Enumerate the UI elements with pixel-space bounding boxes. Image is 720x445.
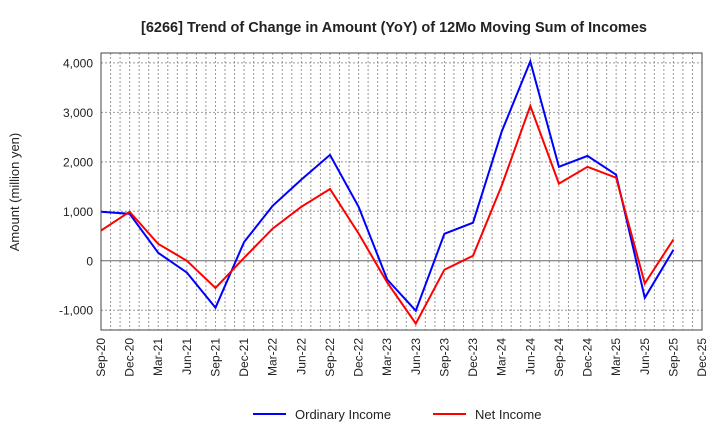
grid <box>100 53 703 330</box>
series-lines <box>100 58 675 326</box>
x-tick-label: Mar-25 <box>609 338 623 376</box>
y-tick-label: 4,000 <box>63 56 93 70</box>
y-tick-label: 2,000 <box>63 155 93 169</box>
x-tick-label: Jun-21 <box>180 338 194 375</box>
x-tick-label: Sep-21 <box>208 338 222 377</box>
x-tick-label: Jun-24 <box>523 338 537 375</box>
x-tick-label: Sep-23 <box>437 338 451 377</box>
chart-title: [6266] Trend of Change in Amount (YoY) o… <box>141 20 647 36</box>
x-tick-label: Sep-22 <box>323 338 337 377</box>
x-tick-label: Mar-22 <box>266 338 280 376</box>
x-tick-label: Jun-23 <box>409 338 423 375</box>
series-line-net-income <box>100 102 675 326</box>
x-tick-label: Sep-25 <box>666 338 680 377</box>
x-tick-label: Mar-21 <box>151 338 165 376</box>
x-tick-label: Dec-23 <box>466 338 480 377</box>
x-tick-label: Dec-25 <box>695 338 709 377</box>
x-tick-label: Jun-22 <box>294 338 308 375</box>
legend-label: Ordinary Income <box>295 407 391 422</box>
y-tick-label: 1,000 <box>63 205 93 219</box>
series-line-ordinary-income <box>100 58 675 313</box>
x-tick-label: Jun-25 <box>638 338 652 375</box>
x-ticks: Sep-20 Dec-20 Mar-21 Jun-21 Sep-21 Dec-21 Mar-… <box>94 338 709 377</box>
x-tick-label: Dec-24 <box>581 338 595 377</box>
x-tick-label: Dec-20 <box>123 338 137 377</box>
x-tick-label: Dec-22 <box>352 338 366 377</box>
x-tick-label: Sep-20 <box>94 338 108 377</box>
y-tick-label: -1,000 <box>59 304 93 318</box>
y-ticks: -1,000 0 1,000 2,000 3,000 4,000 <box>59 56 93 317</box>
plot-frame <box>100 52 703 331</box>
y-tick-label: 3,000 <box>63 106 93 120</box>
y-axis-label: Amount (million yen) <box>7 133 22 252</box>
legend-label: Net Income <box>475 407 541 422</box>
x-tick-label: Mar-23 <box>380 338 394 376</box>
x-tick-label: Dec-21 <box>237 338 251 377</box>
y-tick-label: 0 <box>86 254 93 268</box>
legend: Ordinary Income Net Income <box>253 407 541 422</box>
x-tick-label: Sep-24 <box>552 338 566 377</box>
x-tick-label: Mar-24 <box>495 338 509 376</box>
